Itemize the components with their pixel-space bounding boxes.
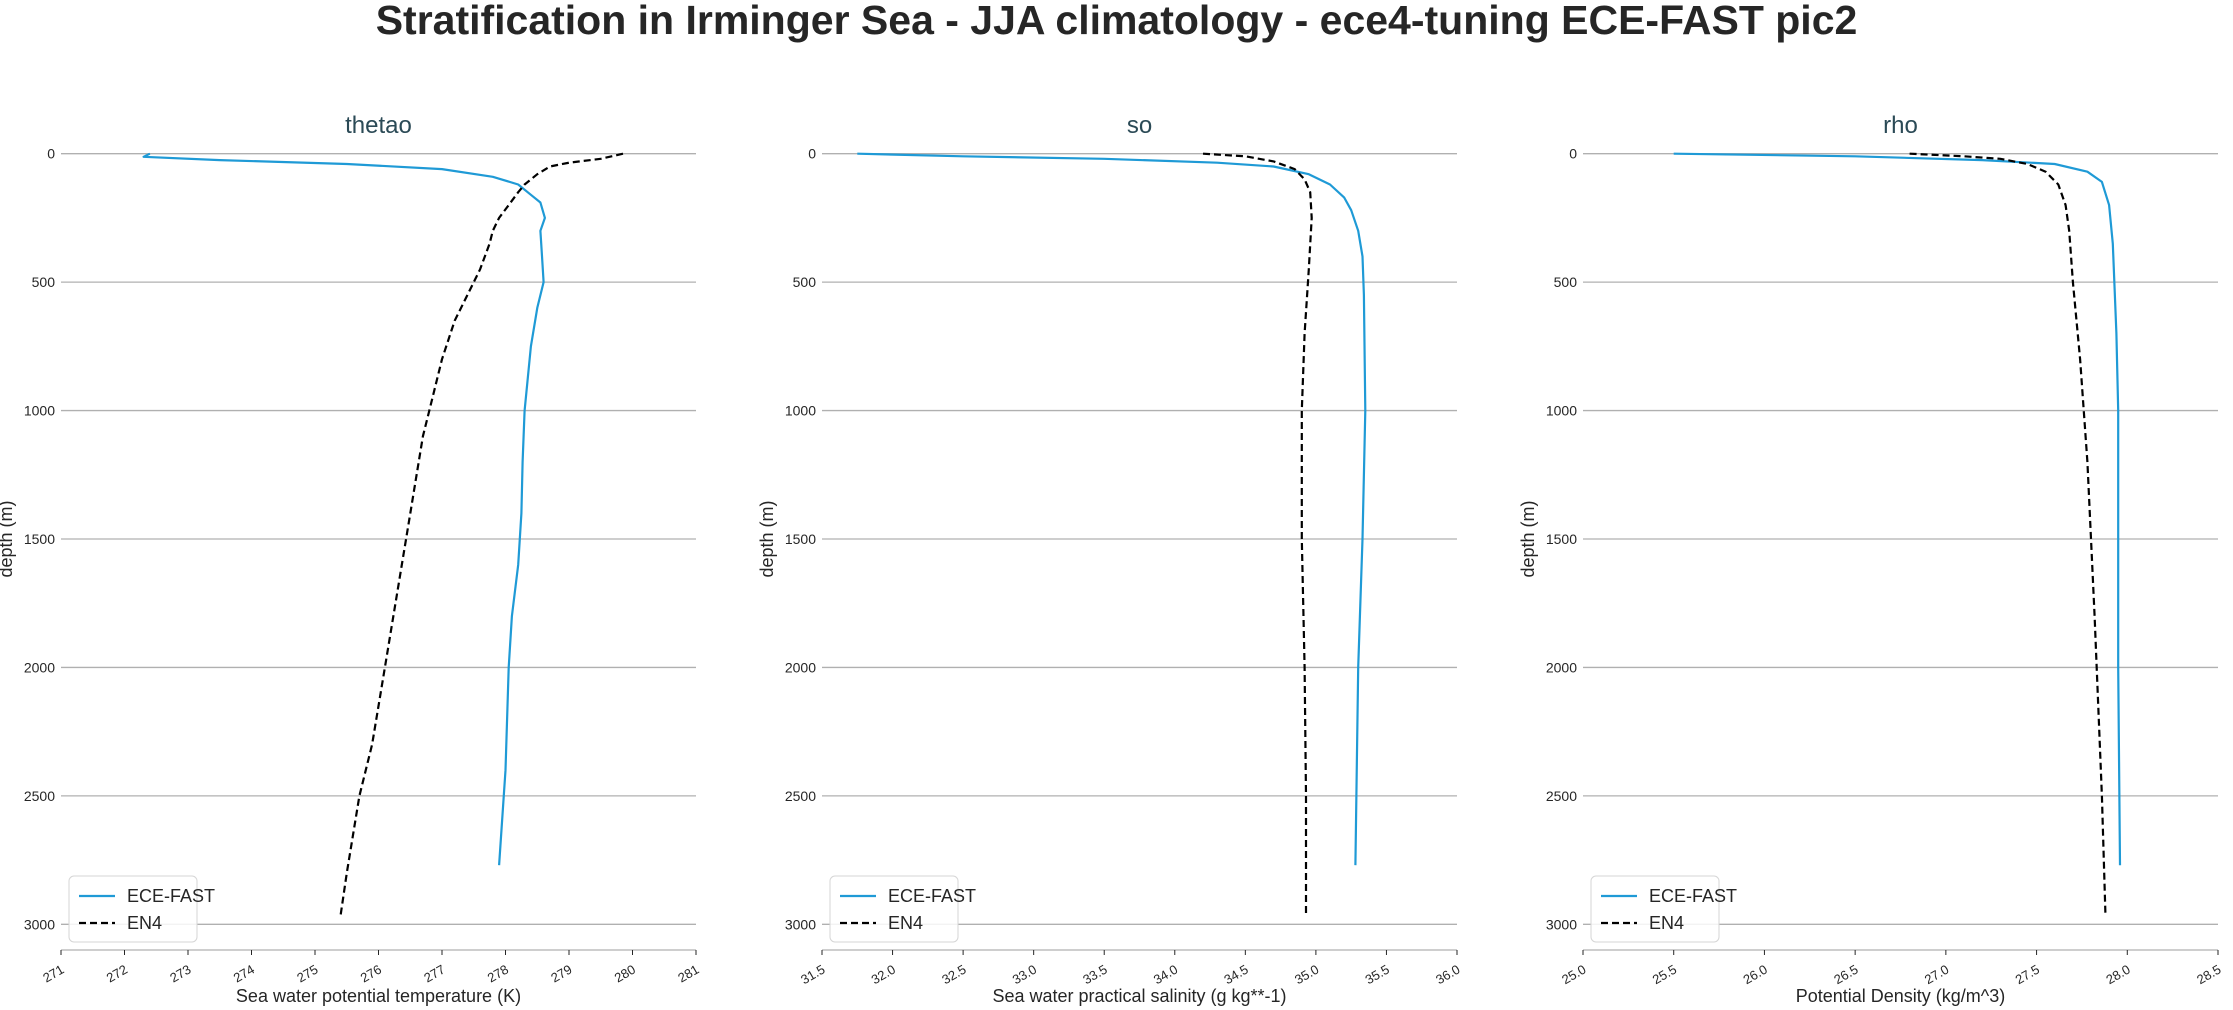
- y-tick-label: 1000: [785, 403, 816, 419]
- y-tick-label: 1500: [24, 531, 55, 547]
- y-tick-label: 3000: [1546, 916, 1577, 932]
- x-tick-label: 275: [294, 962, 320, 986]
- x-tick-label: 281: [675, 962, 701, 986]
- legend-frame: [68, 875, 198, 943]
- y-axis-label: depth (m): [757, 500, 777, 577]
- y-tick-label: 500: [32, 274, 56, 290]
- x-tick-label: 36.0: [1433, 962, 1462, 988]
- series-line-ece-fast: [857, 152, 1367, 866]
- y-axis-label: depth (m): [0, 500, 16, 577]
- y-tick-label: 1000: [1546, 403, 1577, 419]
- x-tick-label: 28.0: [2103, 962, 2132, 988]
- x-tick-label: 35.0: [1292, 962, 1321, 988]
- legend: ECE-FAST EN4: [829, 875, 976, 943]
- x-tick-label: 277: [421, 962, 447, 986]
- x-tick-label: 35.5: [1363, 962, 1392, 988]
- subplot-thetao: 0 500 1000 1500 2000 2500 3000 271 272 273 274 275 2…: [0, 112, 702, 1006]
- y-tick-label: 2500: [1546, 788, 1577, 804]
- x-tick-label: 278: [485, 962, 511, 986]
- y-tick-label: 2000: [785, 659, 816, 675]
- x-tick-label: 32.5: [939, 962, 968, 988]
- x-tick-label: 31.5: [798, 962, 827, 988]
- x-tick-label: 27.0: [1922, 962, 1951, 988]
- x-tick-label: 28.5: [2194, 962, 2223, 988]
- legend-frame: [829, 875, 959, 943]
- series-line-en4: [1909, 152, 2107, 917]
- y-tick-label: 0: [808, 146, 816, 162]
- legend-label: ECE-FAST: [1649, 886, 1737, 906]
- y-tick-label: 2000: [24, 659, 55, 675]
- x-tick-label: 26.0: [1741, 962, 1770, 988]
- legend-frame: [1590, 875, 1720, 943]
- x-axis-label: Sea water potential temperature (K): [236, 986, 521, 1006]
- y-tick-label: 1500: [785, 531, 816, 547]
- series-line-ece-fast: [142, 152, 547, 866]
- subplot-title: thetao: [345, 112, 412, 139]
- x-tick-label: 26.5: [1831, 962, 1860, 988]
- series-line-en4: [339, 152, 624, 917]
- y-tick-label: 2000: [1546, 659, 1577, 675]
- legend-label: EN4: [888, 913, 923, 933]
- subplot-rho: 0 500 1000 1500 2000 2500 3000 25.0 25.5 26.0 26.5…: [1518, 112, 2224, 1006]
- x-axis-label: Sea water practical salinity (g kg**-1): [992, 986, 1286, 1006]
- subplot-title: so: [1127, 112, 1152, 139]
- legend: ECE-FAST EN4: [68, 875, 215, 943]
- series-line-en4: [1202, 152, 1313, 917]
- legend-label: EN4: [1649, 913, 1684, 933]
- y-tick-label: 1500: [1546, 531, 1577, 547]
- x-tick-label: 25.0: [1559, 962, 1588, 988]
- x-tick-label: 276: [358, 962, 384, 986]
- x-tick-label: 271: [40, 962, 66, 986]
- legend: ECE-FAST EN4: [1590, 875, 1737, 943]
- x-tick-label: 280: [612, 962, 638, 986]
- subplot-title: rho: [1883, 112, 1918, 139]
- x-tick-label: 32.0: [869, 962, 898, 988]
- y-tick-label: 3000: [785, 916, 816, 932]
- y-tick-label: 0: [47, 146, 55, 162]
- y-tick-label: 0: [1569, 146, 1577, 162]
- x-tick-label: 33.5: [1080, 962, 1109, 988]
- y-axis-label: depth (m): [1518, 500, 1538, 577]
- x-tick-label: 27.5: [2013, 962, 2042, 988]
- figure-title: Stratification in Irminger Sea - JJA cli…: [375, 0, 1858, 43]
- x-tick-label: 34.5: [1221, 962, 1250, 988]
- y-tick-label: 3000: [24, 916, 55, 932]
- y-tick-label: 500: [1554, 274, 1578, 290]
- legend-label: ECE-FAST: [127, 886, 215, 906]
- legend-label: ECE-FAST: [888, 886, 976, 906]
- x-axis-label: Potential Density (kg/m^3): [1796, 986, 2006, 1006]
- x-tick-label: 272: [104, 962, 130, 986]
- x-tick-label: 273: [167, 962, 193, 986]
- x-tick-label: 279: [548, 962, 574, 986]
- series-line-ece-fast: [1673, 152, 2122, 866]
- x-tick-label: 34.0: [1151, 962, 1180, 988]
- x-tick-label: 33.0: [1010, 962, 1039, 988]
- subplot-so: 0 500 1000 1500 2000 2500 3000 31.5 32.0 32.5 33.0…: [757, 112, 1463, 1006]
- y-tick-label: 2500: [24, 788, 55, 804]
- y-tick-label: 2500: [785, 788, 816, 804]
- x-tick-label: 25.5: [1650, 962, 1679, 988]
- y-tick-label: 500: [793, 274, 817, 290]
- legend-label: EN4: [127, 913, 162, 933]
- y-tick-label: 1000: [24, 403, 55, 419]
- x-tick-label: 274: [231, 962, 257, 986]
